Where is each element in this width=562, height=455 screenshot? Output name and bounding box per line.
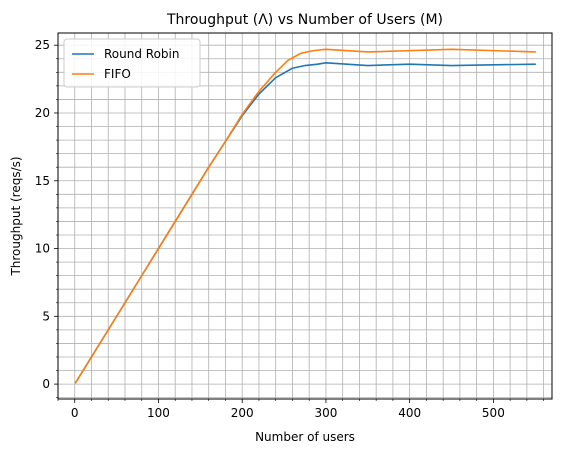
y-tick-label: 25 — [35, 38, 50, 52]
legend-label: FIFO — [104, 67, 131, 81]
x-tick-label: 100 — [147, 406, 170, 420]
y-tick-label: 5 — [42, 309, 50, 323]
y-tick-label: 0 — [42, 377, 50, 391]
legend-box — [63, 38, 201, 88]
legend: Round Robin FIFO — [63, 38, 201, 88]
x-tick-label: 200 — [231, 406, 254, 420]
y-tick-label: 10 — [35, 242, 50, 256]
grid — [57, 33, 552, 399]
legend-label: Round Robin — [104, 47, 179, 61]
x-tick-label: 400 — [398, 406, 421, 420]
plot-frame — [57, 32, 553, 400]
x-tick-label: 500 — [482, 406, 505, 420]
ticks: 0 100 200 300 400 500 0 5 10 15 20 25 — [35, 38, 544, 420]
x-tick-label: 0 — [71, 406, 79, 420]
chart-title: Throughput (Λ) vs Number of Users (M) — [166, 12, 443, 28]
y-tick-label: 15 — [35, 174, 50, 188]
series-line-round-robin — [74, 62, 537, 384]
series-line-fifo — [74, 48, 537, 384]
x-tick-label: 300 — [314, 406, 337, 420]
y-tick-label: 20 — [35, 106, 50, 120]
y-axis-title: Throughput (reqs/s) — [9, 156, 23, 276]
x-axis-title: Number of users — [255, 430, 355, 444]
plot-lines — [74, 48, 537, 384]
